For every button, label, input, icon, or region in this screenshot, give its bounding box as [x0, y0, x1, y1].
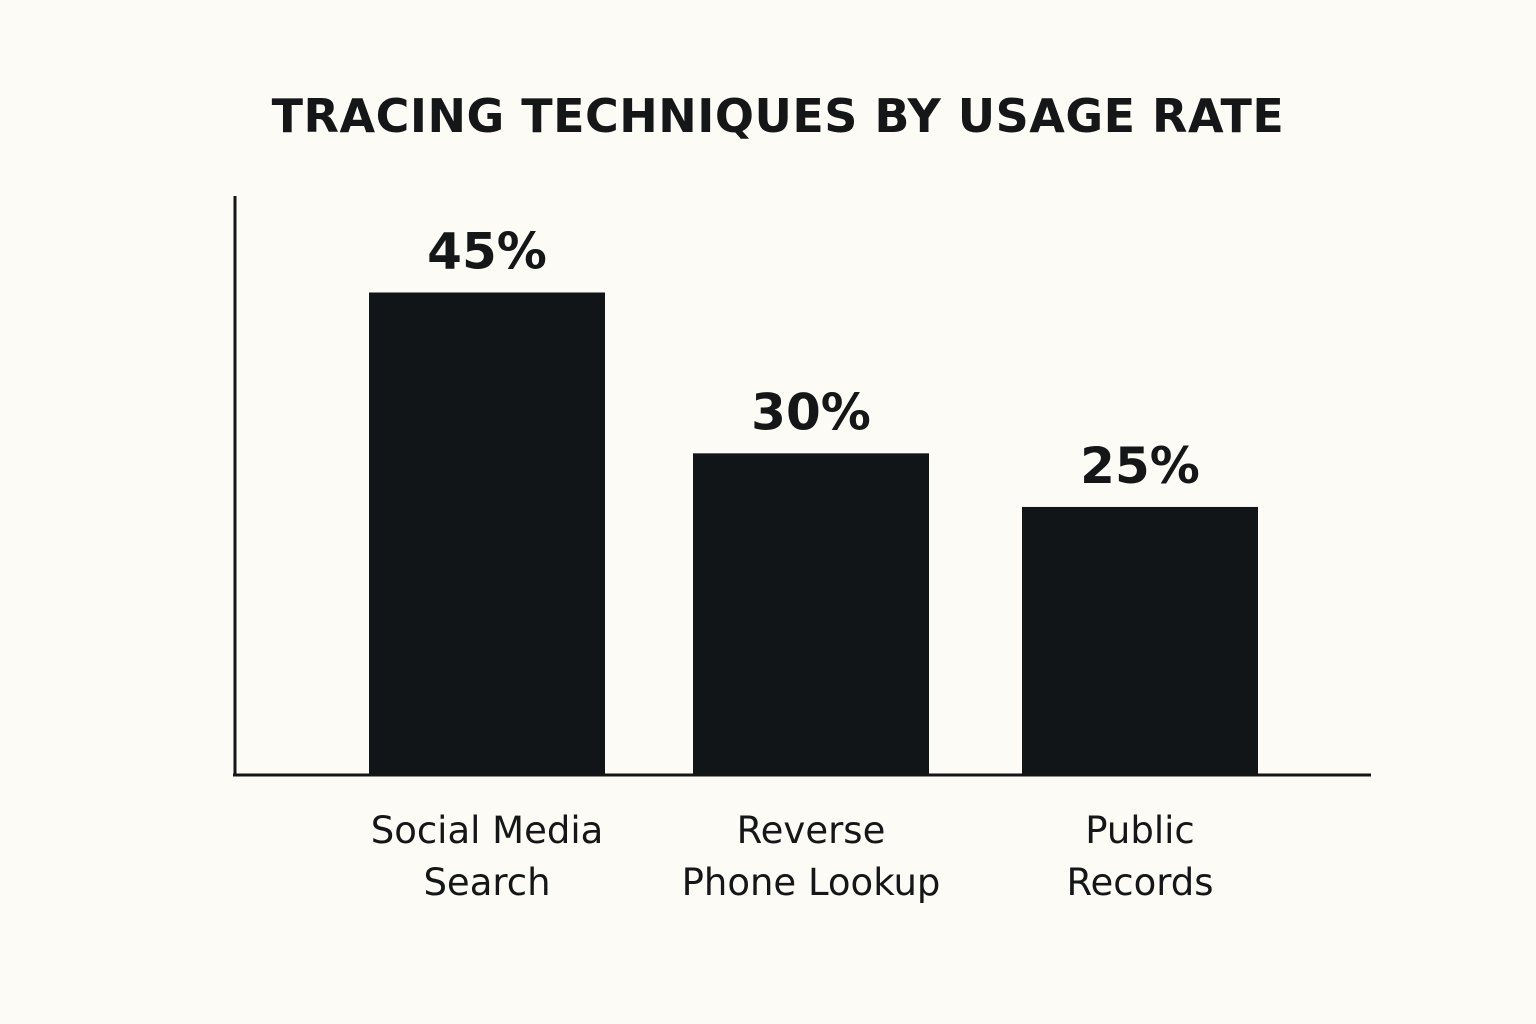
category-label-2-line-2: Phone Lookup: [682, 861, 941, 904]
category-label-1-line-1: Social Media: [371, 809, 604, 852]
category-label-3-line-2: Records: [1066, 861, 1213, 904]
bars-group: [369, 292, 1258, 775]
category-label-2-line-1: Reverse: [737, 809, 886, 852]
category-label-1-line-2: Search: [423, 861, 550, 904]
value-label-1: 45%: [427, 223, 547, 281]
bar-3: [1022, 506, 1258, 775]
category-labels-group: Social Media Search Reverse Phone Lookup Pub…: [371, 809, 1214, 904]
value-labels-group: 45% 30% 25%: [427, 223, 1200, 495]
bar-1: [369, 292, 605, 775]
value-label-3: 25%: [1080, 437, 1200, 495]
value-label-2: 30%: [751, 383, 871, 441]
bar-2: [693, 453, 929, 775]
chart-title: TRACING TECHNIQUES BY USAGE RATE: [272, 89, 1285, 143]
category-label-3-line-1: Public: [1085, 809, 1195, 852]
